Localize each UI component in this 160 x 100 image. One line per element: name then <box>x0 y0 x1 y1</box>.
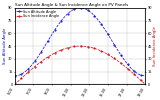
Sun Incidence Angle <box>14 84 16 85</box>
Sun Incidence Angle <box>78 46 80 47</box>
Sun Altitude Angle <box>14 75 16 76</box>
Sun Incidence Angle <box>47 56 49 58</box>
Sun Incidence Angle <box>36 64 38 66</box>
Sun Incidence Angle <box>51 54 53 55</box>
Sun Altitude Angle <box>47 40 49 42</box>
Sun Altitude Angle <box>78 7 80 8</box>
Sun Incidence Angle <box>98 49 100 51</box>
Sun Incidence Angle <box>58 50 60 52</box>
Sun Altitude Angle <box>144 75 146 76</box>
Sun Incidence Angle <box>144 84 146 85</box>
Sun Altitude Angle <box>58 23 60 24</box>
Sun Altitude Angle <box>98 20 100 22</box>
Line: Sun Altitude Angle: Sun Altitude Angle <box>14 7 146 77</box>
Line: Sun Incidence Angle: Sun Incidence Angle <box>14 45 146 85</box>
Legend: Sun Altitude Angle, Sun Incidence Angle: Sun Altitude Angle, Sun Incidence Angle <box>16 10 59 18</box>
Y-axis label: Sun Incidence Angle: Sun Incidence Angle <box>153 26 157 66</box>
Y-axis label: Sun Altitude Angle: Sun Altitude Angle <box>3 28 7 64</box>
Text: Sun Altitude Angle & Sun Incidence Angle on PV Panels: Sun Altitude Angle & Sun Incidence Angle… <box>15 3 128 7</box>
Sun Altitude Angle <box>56 26 58 28</box>
Sun Incidence Angle <box>56 51 58 53</box>
Sun Altitude Angle <box>36 58 38 59</box>
Sun Altitude Angle <box>51 33 53 34</box>
